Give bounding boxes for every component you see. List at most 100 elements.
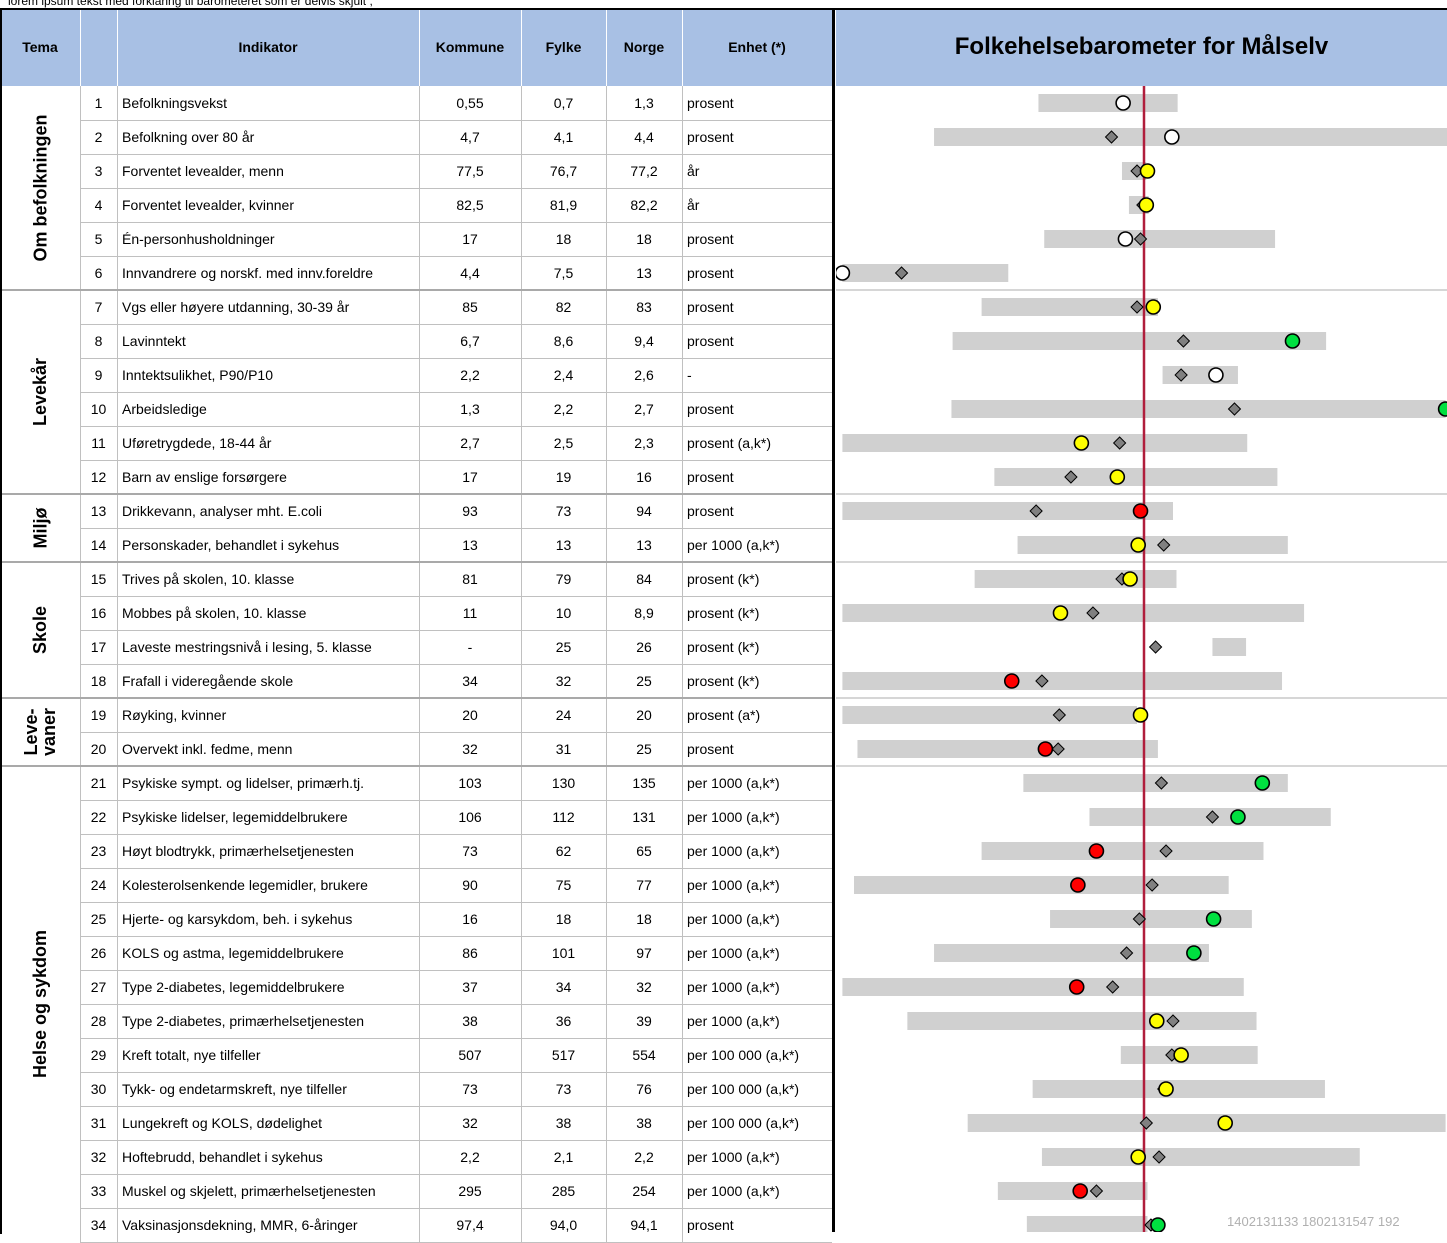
kommune-circle (1132, 707, 1149, 723)
row-divider (80, 868, 832, 869)
cell-num: 19 (90, 707, 107, 723)
cell-fylke: 34 (555, 979, 572, 995)
cell-fylke: 517 (551, 1047, 576, 1063)
cell-num: 24 (90, 877, 107, 893)
kommune-circle (1217, 1115, 1234, 1131)
table-row: 34 Vaksinasjonsdekning, MMR, 6-åringer 97,… (0, 1208, 832, 1242)
cell-indikator: Hjerte- og karsykdom, beh. i sykehus (122, 911, 353, 927)
group-divider (0, 289, 832, 291)
cell-fylke: 2,4 (553, 367, 574, 383)
cell-kommune: 85 (462, 299, 478, 315)
cell-indikator: KOLS og astma, legemiddelbrukere (122, 945, 344, 961)
cell-indikator: Muskel og skjelett, primærhelsetjenesten (122, 1183, 376, 1199)
range-bar (1038, 94, 1178, 112)
cell-num: 5 (94, 231, 103, 247)
range-bar (1044, 230, 1276, 248)
cell-enhet: per 1000 (a,k*) (687, 979, 780, 995)
range-bar (981, 298, 1158, 316)
cell-norge: 18 (636, 231, 652, 247)
kommune-circle (1070, 877, 1086, 893)
row-divider (80, 800, 832, 801)
cell-num: 29 (90, 1047, 107, 1063)
cell-enhet: år (687, 197, 700, 213)
kommune-circle (1138, 197, 1155, 213)
range-bar (1120, 1046, 1258, 1064)
row-divider (80, 936, 832, 937)
cell-num: 11 (91, 435, 106, 451)
kommune-circle (1150, 1217, 1166, 1232)
cell-kommune: 507 (458, 1047, 482, 1063)
cell-indikator: Arbeidsledige (122, 401, 207, 417)
cell-indikator: Én-personhusholdninger (122, 231, 275, 247)
cell-num: 16 (90, 605, 107, 621)
kommune-circle (1003, 673, 1020, 689)
kommune-circle (1122, 571, 1138, 587)
cell-fylke: 101 (551, 945, 576, 961)
cell-num: 12 (90, 469, 107, 485)
cell-enhet: prosent (k*) (687, 605, 760, 621)
group-divider (0, 765, 832, 767)
cell-kommune: - (467, 639, 473, 655)
fylke-diamond (1148, 640, 1163, 654)
cell-kommune: 20 (462, 707, 478, 723)
cell-kommune: 93 (462, 503, 478, 519)
cell-indikator: Røyking, kvinner (122, 707, 227, 723)
table-row: 29 Kreft totalt, nye tilfeller 507 517 554 pe… (0, 1038, 832, 1072)
cell-num: 25 (90, 911, 107, 927)
cell-num: 21 (90, 775, 107, 791)
cell-indikator: Psykiske lidelser, legemiddelbrukere (122, 809, 348, 825)
cell-kommune: 82,5 (456, 197, 484, 213)
kommune-circle (1139, 163, 1156, 179)
cell-enhet: per 1000 (a,k*) (687, 809, 780, 825)
group-label-text: Miljø (30, 507, 50, 549)
table-row: 12 Barn av enslige forsørgere 17 19 16 prosen… (0, 460, 832, 494)
cell-indikator: Psykiske sympt. og lidelser, primærh.tj. (122, 775, 364, 791)
row-divider (80, 1106, 832, 1107)
cell-num: 30 (90, 1081, 107, 1097)
cell-norge: 65 (636, 843, 652, 859)
kommune-circle (1158, 1081, 1174, 1097)
cell-enhet: per 1000 (a,k*) (687, 877, 780, 893)
cell-num: 4 (94, 197, 103, 213)
cell-indikator: Kolesterolsenkende legemidler, brukere (122, 877, 368, 893)
cell-indikator: Forventet levealder, kvinner (122, 197, 294, 213)
cell-num: 27 (90, 979, 107, 995)
fylke-diamond (1064, 470, 1078, 484)
cell-indikator: Vgs eller høyere utdanning, 30-39 år (122, 299, 350, 315)
cell-enhet: per 100 000 (a,k*) (687, 1081, 800, 1097)
cell-indikator: Tykk- og endetarmskreft, nye tilfeller (122, 1081, 347, 1097)
cell-num: 15 (90, 571, 107, 587)
kommune-circle (1437, 401, 1447, 417)
group-label-text: Skole (30, 605, 50, 655)
cell-fylke: 2,1 (553, 1149, 574, 1165)
group-divider (0, 561, 832, 563)
cell-kommune: 0,55 (456, 95, 484, 111)
kommune-circle (1208, 367, 1224, 383)
range-bar (854, 876, 1229, 894)
cell-indikator: Type 2-diabetes, legemiddelbrukere (122, 979, 345, 995)
cell-norge: 13 (636, 537, 652, 553)
group-label-text: Om befolkningen (30, 114, 51, 262)
cell-enhet: prosent (687, 231, 734, 247)
range-bar (1162, 366, 1238, 384)
group-label-text: Leve- vaner (20, 707, 59, 757)
cell-norge: 9,4 (634, 333, 654, 349)
range-bar (907, 1012, 1257, 1030)
cell-fylke: 7,5 (553, 265, 574, 281)
cell-indikator: Frafall i videregående skole (122, 673, 294, 689)
kommune-circle (1088, 843, 1105, 859)
cell-norge: 97 (636, 945, 652, 961)
range-bar (842, 706, 1138, 724)
fylke-diamond (1154, 776, 1169, 790)
cell-kommune: 103 (458, 775, 482, 791)
range-bar (857, 740, 1158, 758)
table-row: 8 Lavinntekt 6,7 8,6 9,4 prosent (0, 324, 832, 358)
fylke-diamond (1089, 1184, 1104, 1198)
table-header (0, 8, 832, 86)
table-row: 28 Type 2-diabetes, primærhelsetjenesten 3… (0, 1004, 832, 1038)
kommune-circle (1117, 231, 1134, 247)
cell-norge: 554 (632, 1047, 656, 1063)
range-bar (974, 570, 1177, 588)
cell-enhet: per 100 000 (a,k*) (687, 1047, 800, 1063)
group-label: Miljø (0, 494, 80, 562)
